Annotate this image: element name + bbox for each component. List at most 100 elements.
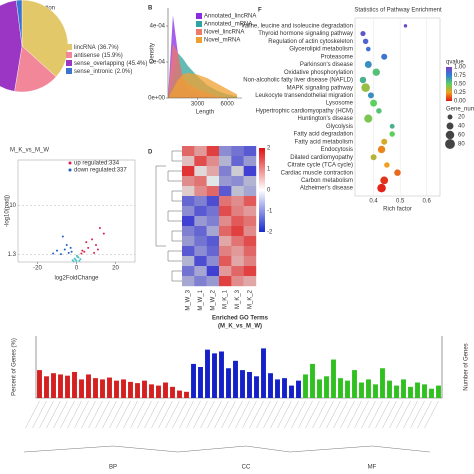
point <box>74 258 77 261</box>
colorbar-tick-label: -2 <box>267 230 273 236</box>
heat-cell <box>219 266 232 277</box>
term-label-stub <box>277 400 292 429</box>
bar <box>37 370 42 398</box>
bubble <box>360 31 366 37</box>
bar <box>212 353 217 398</box>
x-tick-label: -20 <box>33 266 42 272</box>
heat-cell <box>206 176 220 187</box>
heat-cell <box>219 146 232 157</box>
term-label-stub <box>60 400 75 429</box>
heat-cell <box>194 156 207 167</box>
heat-cell <box>206 166 220 177</box>
bar <box>345 380 350 398</box>
heat-cell <box>231 166 244 177</box>
term-label-stub <box>319 400 334 429</box>
heat-cell <box>243 266 257 277</box>
heat-cell <box>231 196 244 207</box>
heat-cell <box>243 236 257 247</box>
bubble <box>364 114 373 123</box>
bar <box>100 379 105 398</box>
bar <box>198 367 203 398</box>
group-bracket <box>177 445 291 453</box>
bubble <box>377 183 386 193</box>
heat-cell <box>194 256 207 267</box>
term-label-stub <box>53 400 68 429</box>
bubble <box>361 83 370 92</box>
heat-cell <box>231 266 244 277</box>
legend-swatch <box>66 52 72 58</box>
bar <box>219 351 224 398</box>
bar <box>51 373 56 398</box>
term-label-stub <box>403 400 418 429</box>
bubble <box>370 99 378 107</box>
dendrogram <box>167 170 182 182</box>
heat-cell <box>182 186 195 197</box>
y-tick-label: Alzheimer's disease <box>300 186 354 192</box>
y-tick-label: Glycerolipid metabolism <box>289 47 353 53</box>
bar <box>233 360 238 398</box>
y-tick-label: Thyroid hormone signaling pathway <box>258 31 353 37</box>
bubble <box>372 68 380 76</box>
plot-frame <box>354 17 441 197</box>
bar <box>177 390 182 398</box>
heat-cell <box>194 176 207 187</box>
term-label-stub <box>382 400 397 429</box>
heat-cell <box>243 256 257 267</box>
bar <box>86 374 91 398</box>
legend-name: sense_overlapping <box>74 61 124 67</box>
heat-cell <box>219 196 232 207</box>
point <box>98 227 101 229</box>
bar <box>163 382 168 398</box>
y-tick-label: Lysosome <box>326 101 354 107</box>
bar <box>107 377 112 398</box>
term-label-stub <box>172 400 187 429</box>
term-label-stub <box>235 400 250 429</box>
size-swatch <box>445 130 455 140</box>
heat-cell <box>182 206 195 217</box>
term-label-stub <box>291 400 306 429</box>
x-axis-label: Rich factor <box>383 207 412 213</box>
y-tick-label: 1.3 <box>8 252 17 258</box>
term-label-stub <box>74 400 89 429</box>
legend-value: (15.9%) <box>102 53 123 59</box>
bar <box>121 379 126 398</box>
term-label-stub <box>270 400 285 429</box>
y-tick-label: Non-alcoholic fatty liver disease (NAFLD… <box>243 78 353 84</box>
group-bracket <box>23 445 179 453</box>
point <box>70 250 73 253</box>
heat-cell <box>206 266 220 277</box>
term-label-stub <box>88 400 103 429</box>
term-label-stub <box>207 400 222 429</box>
y-tick-label: Fatty acid degradation <box>294 132 353 138</box>
bar <box>240 370 245 398</box>
axis <box>35 336 443 399</box>
heat-cell <box>243 186 257 197</box>
point <box>75 254 78 257</box>
term-label-stub <box>347 400 362 429</box>
legend-swatch <box>196 21 202 27</box>
term-label-stub <box>193 400 208 429</box>
bar <box>324 376 329 398</box>
heat-cell <box>219 256 232 267</box>
bar <box>149 384 154 398</box>
bubble <box>376 108 382 114</box>
term-label-stub <box>102 400 117 429</box>
heat-cell <box>182 176 195 187</box>
bar <box>142 380 147 398</box>
colorbar <box>259 148 265 232</box>
heat-cell <box>194 266 207 277</box>
term-label-stub <box>249 400 264 429</box>
term-label-stub <box>109 400 124 429</box>
term-label-stub <box>165 400 180 429</box>
colorbar <box>446 67 452 101</box>
chart-title: Enriched GO Terms <box>212 316 269 322</box>
term-label-stub <box>137 400 152 429</box>
term-label-stub <box>186 400 201 429</box>
bubble <box>380 176 389 185</box>
size-legend-label: 40 <box>458 124 465 130</box>
heat-cell <box>231 256 244 267</box>
bar <box>58 374 63 398</box>
heat-cell <box>206 226 220 237</box>
bar <box>268 373 273 398</box>
heat-cell <box>206 246 220 257</box>
